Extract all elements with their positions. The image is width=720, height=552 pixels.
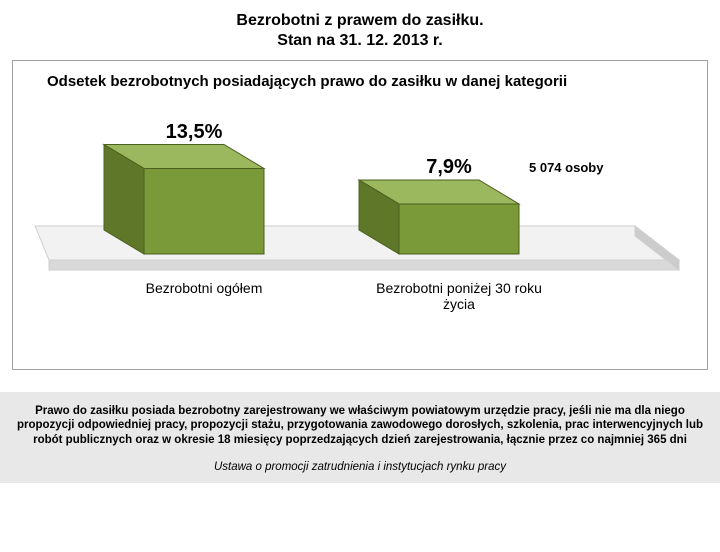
chart-frame: Odsetek bezrobotnych posiadających prawo… bbox=[12, 60, 708, 370]
chart-title: Odsetek bezrobotnych posiadających prawo… bbox=[47, 73, 701, 90]
chart-annotation: 5 074 osoby bbox=[529, 160, 603, 175]
chart-area: 13,5% 7,9% 5 074 osoby Bezrobotni ogółem… bbox=[19, 100, 701, 330]
page-title: Bezrobotni z prawem do zasiłku. bbox=[0, 12, 720, 30]
category-label-0: Bezrobotni ogółem bbox=[119, 280, 289, 296]
footer-source: Ustawa o promocji zatrudnienia i instytu… bbox=[14, 461, 706, 473]
footer-text: Prawo do zasiłku posiada bezrobotny zare… bbox=[14, 404, 706, 447]
page-subtitle: Stan na 31. 12. 2013 r. bbox=[0, 32, 720, 50]
category-label-1: Bezrobotni poniżej 30 roku życia bbox=[364, 280, 554, 312]
bar-value-0: 13,5% bbox=[149, 121, 239, 144]
footer-box: Prawo do zasiłku posiada bezrobotny zare… bbox=[0, 392, 720, 483]
bar-value-1: 7,9% bbox=[409, 156, 489, 179]
